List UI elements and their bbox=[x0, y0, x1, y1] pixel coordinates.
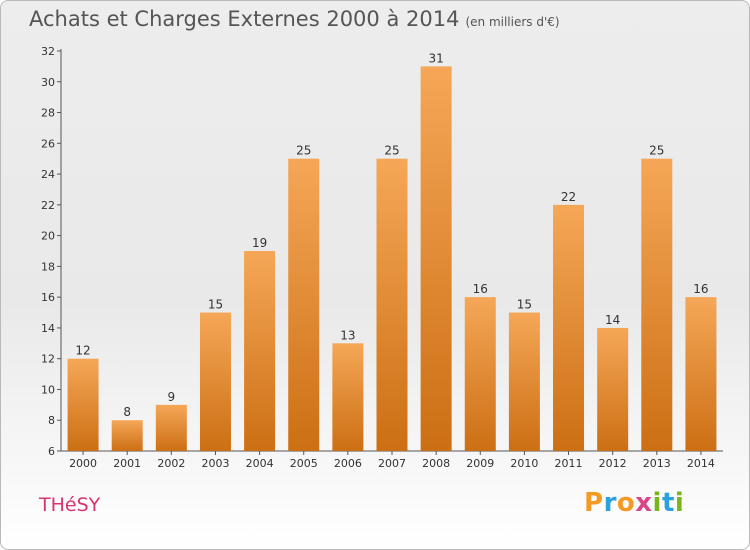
proxiti-logo-letter: t bbox=[661, 488, 675, 518]
y-tick-label: 8 bbox=[48, 414, 55, 427]
bar bbox=[288, 158, 320, 451]
bar-value-label: 14 bbox=[605, 313, 620, 327]
y-tick-label: 20 bbox=[41, 230, 55, 243]
proxiti-logo-letter: i bbox=[652, 488, 662, 518]
y-tick-label: 32 bbox=[41, 45, 55, 58]
y-tick-label: 16 bbox=[41, 291, 55, 304]
bar-value-label: 25 bbox=[296, 144, 311, 158]
y-tick-label: 22 bbox=[41, 199, 55, 212]
y-tick-label: 18 bbox=[41, 260, 55, 273]
bar-value-label: 16 bbox=[473, 282, 488, 296]
bar bbox=[553, 204, 585, 451]
bar-value-label: 25 bbox=[384, 144, 399, 158]
x-tick-label: 2000 bbox=[69, 457, 97, 470]
bar bbox=[244, 251, 276, 451]
bar-value-label: 31 bbox=[428, 51, 443, 65]
x-tick-label: 2001 bbox=[113, 457, 141, 470]
bar-value-label: 8 bbox=[123, 405, 131, 419]
bar bbox=[464, 297, 496, 451]
y-tick-label: 30 bbox=[41, 76, 55, 89]
x-tick-label: 2010 bbox=[510, 457, 538, 470]
bar bbox=[641, 158, 673, 451]
bar-value-label: 25 bbox=[649, 144, 664, 158]
x-tick-label: 2004 bbox=[246, 457, 274, 470]
y-tick-label: 28 bbox=[41, 107, 55, 120]
x-tick-label: 2014 bbox=[687, 457, 715, 470]
y-tick-label: 10 bbox=[41, 383, 55, 396]
bar-value-label: 12 bbox=[75, 344, 90, 358]
x-tick-label: 2009 bbox=[466, 457, 494, 470]
x-tick-label: 2006 bbox=[334, 457, 362, 470]
bar bbox=[376, 158, 408, 451]
commune-name: THéSY bbox=[39, 494, 101, 516]
y-tick-label: 6 bbox=[48, 445, 55, 458]
x-tick-label: 2007 bbox=[378, 457, 406, 470]
chart-title: Achats et Charges Externes 2000 à 2014 (e… bbox=[29, 7, 560, 31]
bar bbox=[155, 404, 187, 451]
chart-title-text: Achats et Charges Externes 2000 à 2014 bbox=[29, 7, 460, 31]
bar bbox=[199, 312, 231, 451]
chart-subtitle: (en milliers d'€) bbox=[465, 15, 560, 29]
proxiti-logo-letter: o bbox=[616, 488, 636, 518]
bar-value-label: 16 bbox=[693, 282, 708, 296]
x-tick-label: 2013 bbox=[643, 457, 671, 470]
bar-value-label: 9 bbox=[168, 390, 176, 404]
x-tick-label: 2008 bbox=[422, 457, 450, 470]
proxiti-logo-letter: i bbox=[674, 488, 685, 518]
x-tick-label: 2012 bbox=[599, 457, 627, 470]
bar-value-label: 15 bbox=[208, 298, 223, 312]
bar-value-label: 22 bbox=[561, 190, 576, 204]
x-tick-label: 2003 bbox=[201, 457, 229, 470]
proxiti-logo: Proxiti bbox=[584, 488, 684, 518]
bar-value-label: 13 bbox=[340, 328, 355, 342]
x-tick-label: 2005 bbox=[290, 457, 318, 470]
bar-value-label: 15 bbox=[517, 298, 532, 312]
bar-value-label: 19 bbox=[252, 236, 267, 250]
bar bbox=[332, 343, 364, 451]
proxiti-logo-letter: r bbox=[603, 488, 617, 518]
proxiti-logo-letter: x bbox=[635, 488, 653, 518]
bar bbox=[597, 327, 629, 451]
bar bbox=[685, 297, 717, 451]
y-tick-label: 12 bbox=[41, 353, 55, 366]
x-tick-label: 2002 bbox=[157, 457, 185, 470]
y-tick-label: 14 bbox=[41, 322, 55, 335]
y-tick-label: 24 bbox=[41, 168, 55, 181]
bar bbox=[420, 66, 452, 451]
y-tick-label: 26 bbox=[41, 137, 55, 150]
bar bbox=[508, 312, 540, 451]
proxiti-logo-letter: P bbox=[584, 488, 604, 518]
x-tick-label: 2011 bbox=[555, 457, 583, 470]
bar bbox=[67, 358, 99, 451]
bar bbox=[111, 420, 143, 451]
